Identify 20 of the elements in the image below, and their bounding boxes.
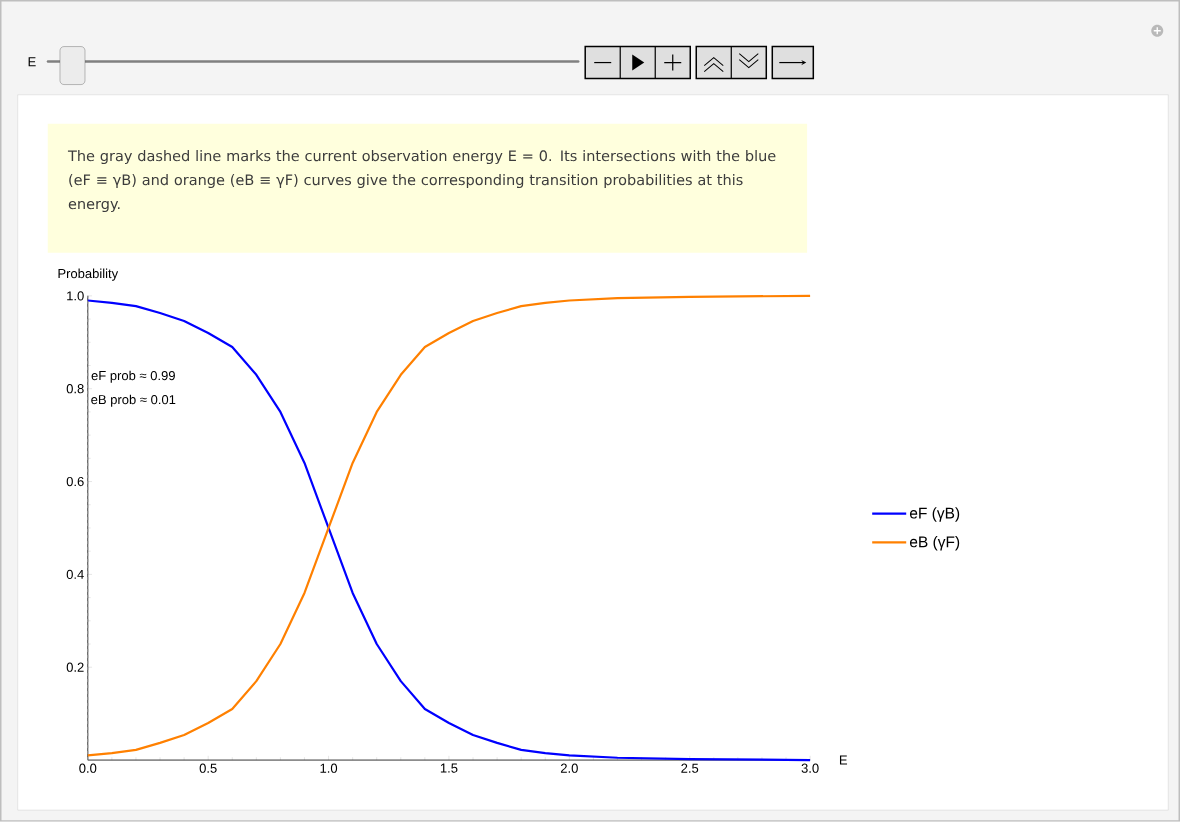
x-tick-label: 2.5 [681, 763, 699, 773]
annotation: eB prob ≈ 0.01 [91, 394, 176, 407]
x-tick-label: 1.5 [440, 763, 458, 773]
legend-label: eF (γB) [909, 507, 960, 522]
y-tick-label: 0.4 [66, 569, 84, 580]
x-tick-label: 3.0 [801, 763, 819, 773]
y-tick-label: 0.6 [66, 477, 84, 487]
x-tick-label: 1.0 [320, 763, 338, 773]
y-axis-title: Probability [58, 268, 119, 281]
legend-label: eB (γF) [909, 536, 960, 551]
y-tick-label: 0.2 [66, 662, 84, 672]
text: E [28, 57, 36, 67]
text: The gray dashed line marks the current observation energy E = 0. Its intersections with the blue (eF ≡ γB) and orange (eB ≡ γF) curves give the corresponding transition probabilities at this energy. [67, 150, 776, 213]
x-tick-label: 2.0 [560, 763, 578, 773]
x-tick-label: 0.0 [79, 763, 97, 773]
annotation: eF prob ≈ 0.99 [91, 370, 175, 383]
y-tick-label: 0.8 [66, 384, 84, 394]
y-tick-label: 1.0 [67, 291, 84, 301]
x-tick-label: 0.5 [199, 763, 217, 773]
x-axis-title: E [839, 755, 848, 765]
